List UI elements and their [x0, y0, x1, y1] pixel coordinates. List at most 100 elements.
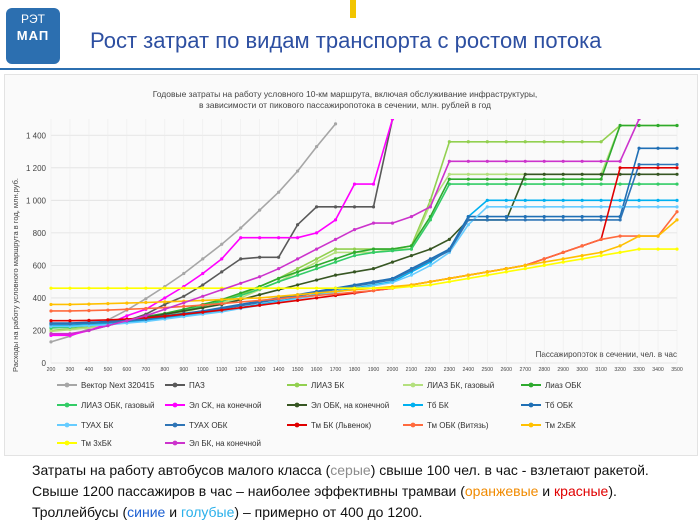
data-point [561, 172, 565, 176]
data-point [504, 198, 508, 202]
data-point [277, 280, 281, 284]
x-tick-label: 1900 [368, 367, 380, 373]
data-point [182, 304, 186, 308]
line-chart: Годовые затраты на работу условного 10-к… [11, 89, 683, 448]
legend-marker [172, 440, 178, 446]
data-point [390, 221, 395, 225]
data-point [542, 257, 546, 261]
data-point [504, 140, 508, 144]
data-point [87, 309, 91, 313]
data-point [580, 182, 584, 186]
x-tick-label: 900 [179, 367, 188, 373]
data-point [49, 302, 53, 307]
data-point [523, 205, 527, 209]
data-point [523, 140, 527, 144]
data-point [277, 294, 281, 298]
legend-marker [64, 402, 70, 408]
series-line [51, 211, 678, 312]
data-point [296, 169, 300, 173]
data-point [182, 312, 186, 316]
data-point [599, 237, 603, 241]
data-point [485, 198, 489, 202]
data-point [542, 218, 546, 222]
data-point [390, 286, 395, 290]
data-point [599, 172, 603, 176]
legend-marker [294, 422, 300, 428]
x-tick-label: 2800 [538, 367, 550, 373]
data-point [144, 286, 148, 290]
data-point [277, 236, 281, 240]
data-point [277, 255, 281, 259]
data-point [49, 324, 53, 328]
data-point [333, 260, 338, 264]
data-point [277, 267, 281, 271]
data-point [580, 205, 584, 209]
data-point [182, 286, 186, 290]
data-point [504, 172, 508, 176]
data-point [239, 306, 243, 310]
data-point [125, 307, 129, 311]
data-point [296, 267, 300, 271]
data-point [504, 218, 508, 222]
data-point [542, 182, 546, 186]
data-point [580, 140, 584, 144]
data-point [580, 215, 584, 219]
x-tick-label: 2900 [557, 367, 569, 373]
data-point [258, 275, 262, 279]
x-tick-label: 2300 [444, 367, 456, 373]
data-point [447, 159, 451, 163]
data-point [618, 182, 622, 186]
data-point [220, 270, 224, 274]
data-point [409, 215, 414, 219]
x-tick-label: 3500 [671, 367, 683, 373]
data-point [599, 254, 603, 258]
data-point [561, 177, 565, 181]
x-tick-label: 1700 [330, 367, 342, 373]
data-point [675, 247, 679, 251]
data-point [504, 182, 508, 186]
data-point [239, 286, 243, 290]
data-point [68, 322, 72, 326]
x-tick-label: 600 [123, 367, 132, 373]
data-point [409, 273, 414, 277]
data-point [485, 273, 489, 277]
data-point [599, 159, 603, 163]
data-point [106, 318, 110, 322]
data-point [333, 247, 338, 251]
caption-text: Затраты на работу автобусов малого класс… [32, 460, 682, 523]
data-point [390, 260, 395, 264]
data-point [87, 321, 91, 325]
x-tick-label: 2200 [425, 367, 437, 373]
data-point [314, 145, 319, 149]
data-point [277, 297, 281, 301]
data-point [485, 205, 489, 209]
data-point [201, 257, 205, 261]
data-point [523, 182, 527, 186]
data-point [523, 177, 527, 181]
data-point [637, 198, 641, 202]
data-point [333, 286, 338, 290]
data-point [314, 291, 319, 295]
legend-entry: ТУАХ ОБК [189, 421, 228, 430]
data-point [523, 198, 527, 202]
data-point [523, 159, 527, 163]
header-rule [0, 68, 700, 70]
data-point [637, 182, 641, 186]
data-point [561, 198, 565, 202]
x-tick-label: 2000 [387, 367, 399, 373]
data-point [428, 205, 432, 209]
legend-entry: Тм 3хБК [81, 439, 112, 448]
data-point [333, 122, 338, 126]
data-point [352, 182, 357, 186]
data-point [239, 257, 243, 261]
y-tick-label: 800 [33, 229, 47, 238]
data-point [163, 302, 167, 307]
data-point [504, 177, 508, 181]
data-point [618, 198, 622, 202]
x-tick-label: 1500 [292, 367, 304, 373]
legend-marker [64, 440, 70, 446]
data-point [314, 247, 319, 251]
data-point [277, 301, 281, 305]
data-point [87, 302, 91, 306]
data-point [485, 182, 489, 186]
